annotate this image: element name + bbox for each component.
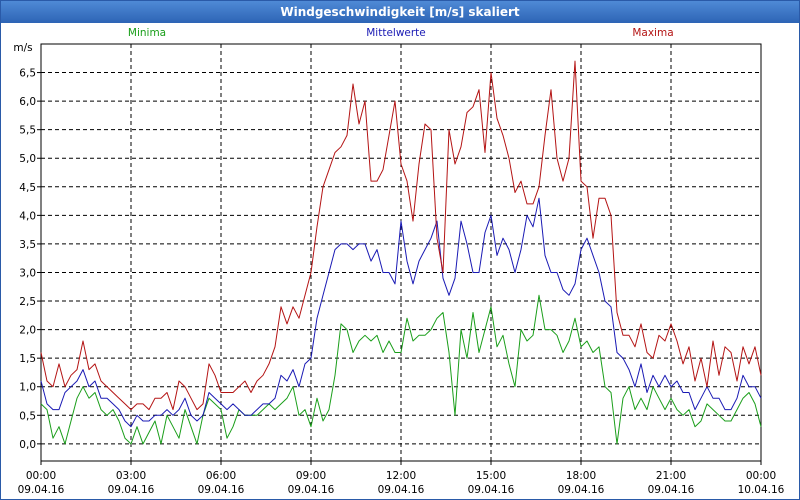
x-tick-label-date: 09.04.16 bbox=[198, 484, 245, 496]
x-tick-label-time: 12:00 bbox=[386, 470, 416, 482]
y-tick-label: 3,0 bbox=[19, 267, 36, 279]
y-tick-label: 4,0 bbox=[19, 210, 36, 222]
y-tick-label: 6,0 bbox=[19, 96, 36, 108]
x-tick-label-time: 15:00 bbox=[476, 470, 506, 482]
grid bbox=[41, 44, 761, 461]
series-layer bbox=[40, 60, 762, 445]
y-axis: 0,0 0,5 1,0 1,5 2,0 2,5 3,0 3,5 4,0 4,5 5,0 5,5 6,0 6… bbox=[19, 68, 41, 451]
y-tick-label: 1,0 bbox=[19, 382, 36, 394]
y-tick-label: 2,0 bbox=[19, 325, 36, 337]
x-tick-label-date: 09.04.16 bbox=[288, 484, 335, 496]
x-tick-label-time: 03:00 bbox=[116, 470, 146, 482]
x-tick-label-date: 09.04.16 bbox=[558, 484, 605, 496]
x-tick-label-date: 09.04.16 bbox=[648, 484, 695, 496]
y-axis-label: m/s bbox=[13, 42, 32, 54]
series-line-minima bbox=[40, 294, 762, 445]
y-tick-label: 0,0 bbox=[19, 439, 36, 451]
x-tick-label-date: 09.04.16 bbox=[18, 484, 65, 496]
x-tick-label-date: 09.04.16 bbox=[468, 484, 515, 496]
series-line-mittelwerte bbox=[40, 197, 762, 428]
legend-item-minima: Minima bbox=[128, 27, 166, 39]
y-tick-label: 5,0 bbox=[19, 153, 36, 165]
legend-item-mittelwerte: Mittelwerte bbox=[366, 27, 426, 39]
window-title: Windgeschwindigkeit [m/s] skaliert bbox=[1, 1, 799, 23]
y-tick-label: 1,5 bbox=[19, 353, 36, 365]
y-tick-label: 6,5 bbox=[19, 68, 36, 80]
y-tick-label: 0,5 bbox=[19, 410, 36, 422]
series-line-maxima bbox=[40, 60, 762, 411]
x-axis: 00:00 09.04.16 03:00 09.04.16 06:00 09.04.16 0… bbox=[18, 461, 785, 496]
x-tick-label-date: 09.04.16 bbox=[108, 484, 155, 496]
line-chart: 0,0 0,5 1,0 1,5 2,0 2,5 3,0 3,5 4,0 4,5 5,0 5,5 6,0 6… bbox=[13, 27, 785, 496]
plot-frame bbox=[40, 43, 762, 462]
x-tick-label-time: 06:00 bbox=[206, 470, 236, 482]
x-tick-label-time: 00:00 bbox=[746, 470, 776, 482]
x-tick-label-time: 00:00 bbox=[26, 470, 56, 482]
legend: Minima Mittelwerte Maxima bbox=[128, 27, 674, 39]
y-tick-label: 3,5 bbox=[19, 239, 36, 251]
y-tick-label: 4,5 bbox=[19, 182, 36, 194]
x-tick-label-date: 10.04.16 bbox=[738, 484, 785, 496]
x-tick-label-date: 09.04.16 bbox=[378, 484, 425, 496]
legend-item-maxima: Maxima bbox=[632, 27, 673, 39]
x-tick-label-time: 21:00 bbox=[656, 470, 686, 482]
y-tick-label: 5,5 bbox=[19, 125, 36, 137]
x-tick-label-time: 09:00 bbox=[296, 470, 326, 482]
x-tick-label-time: 18:00 bbox=[566, 470, 596, 482]
y-tick-label: 2,5 bbox=[19, 296, 36, 308]
